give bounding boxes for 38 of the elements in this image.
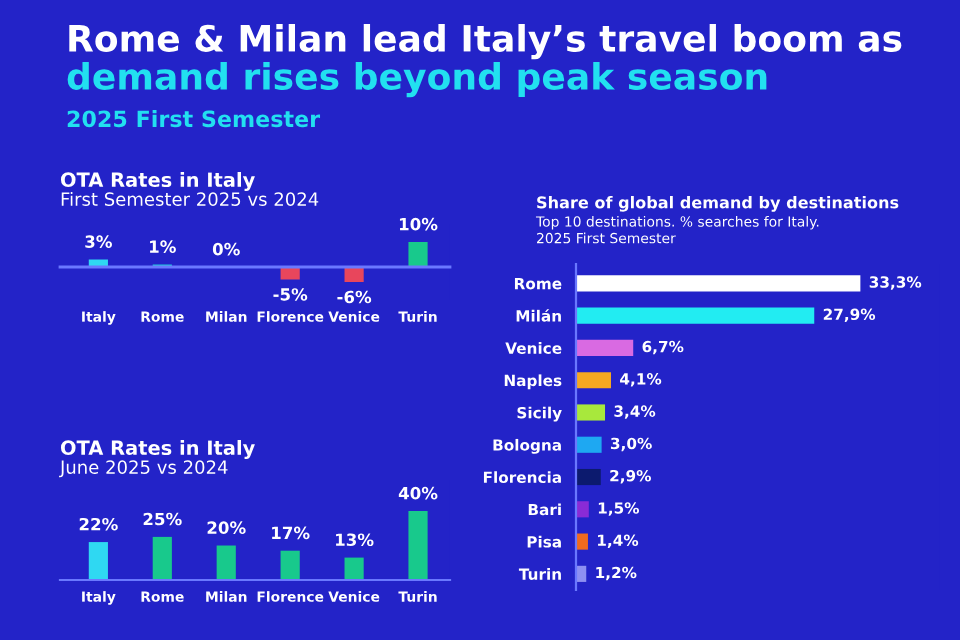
data-label: 0% — [212, 242, 240, 256]
chart-subtitle: First Semester 2025 vs 2024 — [61, 192, 319, 206]
bar — [280, 550, 300, 580]
bar — [576, 468, 601, 486]
chart-title: OTA Rates in Italy — [60, 172, 255, 191]
bar — [576, 404, 606, 421]
bar — [344, 557, 364, 580]
data-label: 10% — [399, 217, 438, 231]
text: demand rises beyond peak season — [67, 62, 767, 98]
bar — [576, 533, 588, 550]
bar — [280, 267, 300, 280]
chart-title: OTA Rates in Italy — [60, 440, 255, 459]
data-label: 25% — [143, 512, 182, 526]
bar — [408, 511, 428, 580]
data-label: 3% — [85, 235, 112, 248]
bar — [408, 242, 428, 267]
data-label: -6% — [337, 290, 372, 304]
data-label: 13% — [336, 533, 374, 547]
chart-subtitle: June 2025 vs 2024 — [59, 460, 228, 478]
bar — [152, 536, 172, 580]
data-label: 20% — [207, 521, 246, 534]
data-label: 22% — [79, 517, 118, 531]
data-label: 17% — [272, 526, 310, 540]
text: 2025 First Semester — [67, 110, 321, 128]
bar — [216, 545, 236, 580]
bar — [576, 501, 589, 518]
bar — [576, 436, 602, 453]
bar — [576, 339, 634, 356]
bar — [576, 275, 861, 292]
text: Rome & Milan lead Italy’s travel boom as — [69, 24, 902, 60]
chart-title: Share of global demand by destinations — [537, 196, 899, 212]
bar — [88, 542, 108, 580]
data-label: 1% — [150, 240, 176, 253]
data-label: -5% — [273, 288, 308, 301]
bar — [344, 267, 364, 282]
bar — [576, 372, 612, 389]
bar — [576, 307, 815, 324]
data-label: 40% — [398, 486, 438, 500]
